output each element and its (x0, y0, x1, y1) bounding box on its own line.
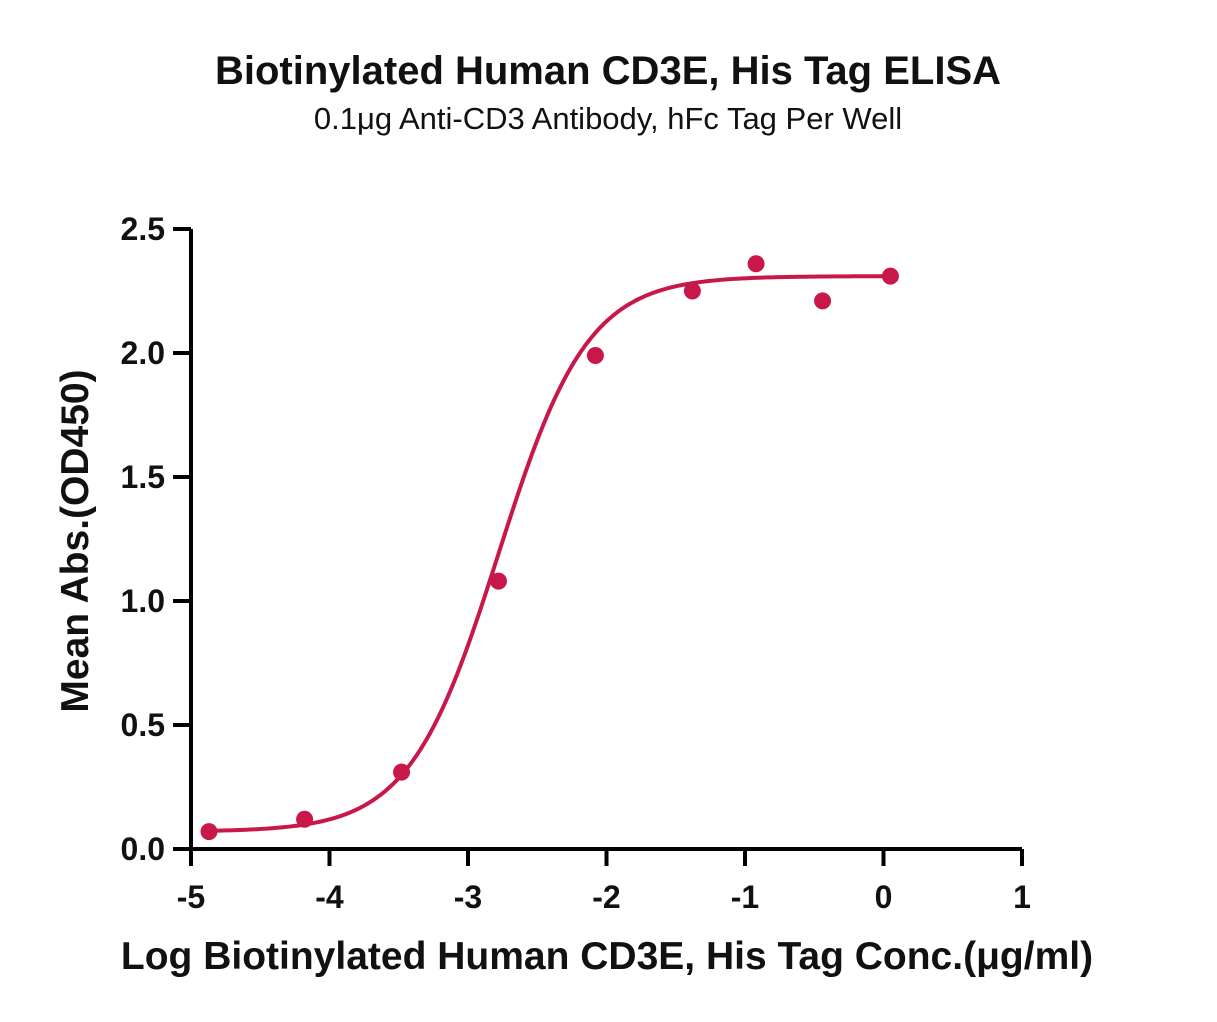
y-tick-label: 1.0 (121, 583, 165, 619)
data-point (586, 346, 604, 364)
x-tick-label: 0 (875, 879, 893, 915)
x-ticks: -5 -4 -3 -2 -1 0 1 (177, 849, 1031, 915)
data-point (489, 572, 507, 590)
fit-layer (207, 274, 893, 833)
y-tick-label: 2.0 (121, 335, 165, 371)
x-tick-label: -4 (315, 879, 344, 915)
x-tick-label: -5 (177, 879, 205, 915)
data-point (814, 292, 832, 310)
y-tick-label: 0.0 (121, 831, 165, 867)
data-point (200, 823, 218, 841)
chart-subtitle: 0.1μg Anti-CD3 Antibody, hFc Tag Per Wel… (314, 101, 902, 136)
y-tick-label: 1.5 (121, 459, 165, 495)
data-point (747, 255, 765, 273)
x-tick-label: -2 (592, 879, 620, 915)
data-point (881, 267, 899, 285)
chart-title: Biotinylated Human CD3E, His Tag ELISA (215, 49, 1001, 93)
x-tick-label: -3 (454, 879, 482, 915)
y-tick-label: 0.5 (121, 707, 165, 743)
x-tick-label: 1 (1013, 879, 1031, 915)
y-ticks: 0.0 0.5 1.0 1.5 2.0 2.5 (121, 211, 191, 867)
fit-curve (207, 274, 893, 833)
x-axis-title: Log Biotinylated Human CD3E, His Tag Con… (121, 935, 1093, 978)
data-point (683, 282, 701, 300)
data-point (393, 763, 411, 781)
x-tick-label: -1 (731, 879, 759, 915)
data-points (200, 255, 899, 841)
y-tick-label: 2.5 (121, 211, 165, 247)
data-point (296, 810, 314, 828)
y-axis-title: Mean Abs.(OD450) (54, 369, 97, 712)
